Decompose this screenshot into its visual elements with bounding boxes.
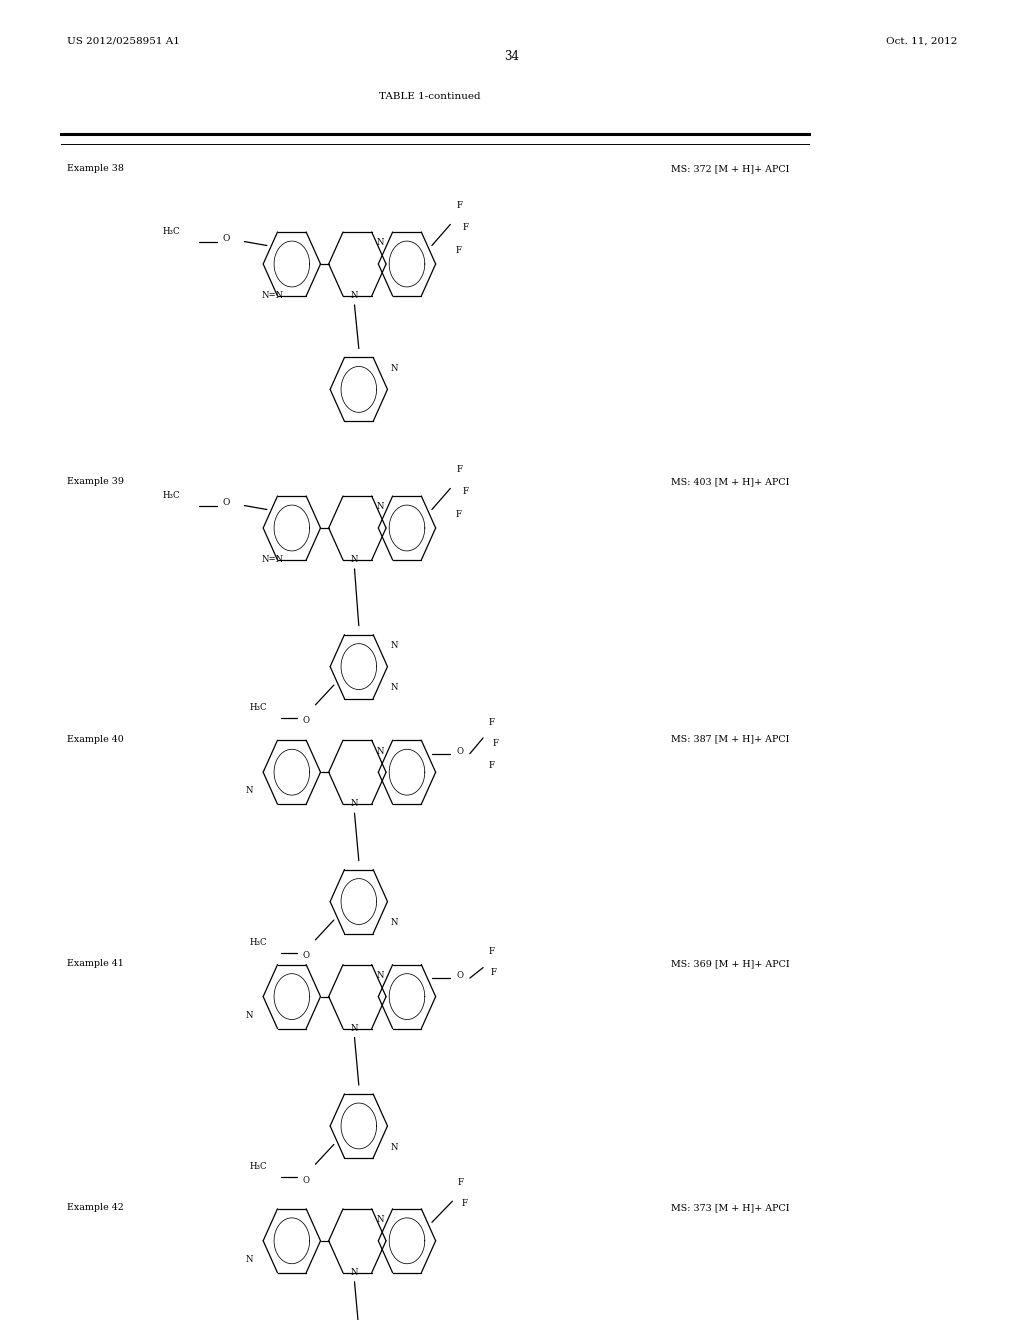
- Text: N: N: [390, 1143, 397, 1151]
- Text: H₃C: H₃C: [250, 704, 267, 711]
- Text: N: N: [246, 787, 254, 795]
- Text: Example 39: Example 39: [67, 478, 124, 486]
- Text: F: F: [488, 948, 495, 956]
- Text: N: N: [376, 747, 384, 755]
- Text: MS: 387 [M + H]+ APCI: MS: 387 [M + H]+ APCI: [671, 735, 790, 743]
- Text: N: N: [351, 290, 358, 300]
- Text: N: N: [390, 642, 397, 649]
- Text: MS: 369 [M + H]+ APCI: MS: 369 [M + H]+ APCI: [671, 960, 790, 968]
- Text: F: F: [490, 969, 497, 977]
- Text: F: F: [456, 511, 462, 519]
- Text: N: N: [376, 239, 384, 247]
- Text: O: O: [222, 235, 229, 243]
- Text: F: F: [488, 718, 495, 726]
- Text: F: F: [457, 202, 463, 210]
- Text: O: O: [456, 747, 463, 755]
- Text: Example 41: Example 41: [67, 960, 123, 968]
- Text: H₃C: H₃C: [162, 491, 180, 499]
- Text: O: O: [456, 972, 463, 979]
- Text: F: F: [457, 466, 463, 474]
- Text: O: O: [303, 952, 309, 960]
- Text: F: F: [458, 1179, 464, 1187]
- Text: N: N: [246, 1255, 254, 1263]
- Text: US 2012/0258951 A1: US 2012/0258951 A1: [67, 37, 179, 45]
- Text: O: O: [303, 1176, 309, 1184]
- Text: F: F: [463, 487, 469, 495]
- Text: MS: 373 [M + H]+ APCI: MS: 373 [M + H]+ APCI: [671, 1204, 790, 1212]
- Text: N: N: [246, 1011, 254, 1019]
- Text: MS: 372 [M + H]+ APCI: MS: 372 [M + H]+ APCI: [671, 165, 790, 173]
- Text: TABLE 1-continued: TABLE 1-continued: [379, 92, 481, 100]
- Text: N=N: N=N: [261, 290, 284, 300]
- Text: N: N: [351, 1023, 358, 1032]
- Text: N: N: [390, 919, 397, 927]
- Text: F: F: [463, 223, 469, 231]
- Text: 34: 34: [505, 50, 519, 63]
- Text: MS: 403 [M + H]+ APCI: MS: 403 [M + H]+ APCI: [671, 478, 790, 486]
- Text: N: N: [351, 1267, 358, 1276]
- Text: N: N: [351, 554, 358, 564]
- Text: Example 38: Example 38: [67, 165, 124, 173]
- Text: N=N: N=N: [261, 554, 284, 564]
- Text: N: N: [390, 684, 397, 692]
- Text: F: F: [462, 1200, 468, 1208]
- Text: N: N: [376, 972, 384, 979]
- Text: O: O: [303, 717, 309, 725]
- Text: H₃C: H₃C: [250, 1163, 267, 1171]
- Text: N: N: [390, 364, 397, 372]
- Text: F: F: [493, 739, 499, 747]
- Text: O: O: [222, 499, 229, 507]
- Text: Example 40: Example 40: [67, 735, 123, 743]
- Text: H₃C: H₃C: [162, 227, 180, 235]
- Text: F: F: [488, 762, 495, 770]
- Text: N: N: [376, 503, 384, 511]
- Text: N: N: [376, 1216, 384, 1224]
- Text: F: F: [456, 247, 462, 255]
- Text: Example 42: Example 42: [67, 1204, 123, 1212]
- Text: N: N: [351, 799, 358, 808]
- Text: H₃C: H₃C: [250, 939, 267, 946]
- Text: Oct. 11, 2012: Oct. 11, 2012: [886, 37, 957, 45]
